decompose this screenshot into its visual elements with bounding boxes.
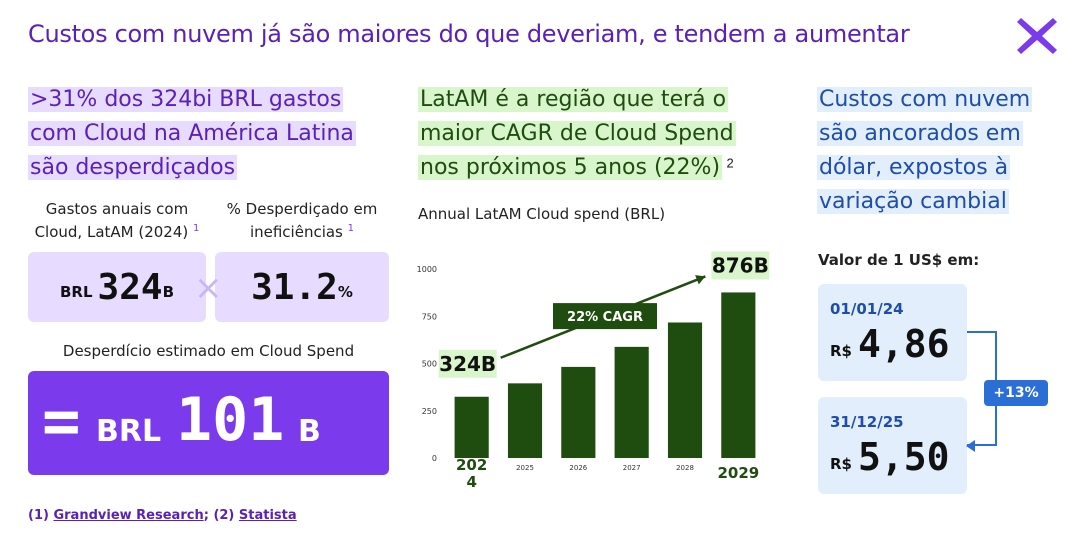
footnote: (1) Grandview Research; (2) Statista — [28, 508, 297, 523]
bar-2028 — [667, 322, 703, 458]
stat1-value: 324 — [97, 266, 163, 308]
fx-value-end: 5,50 — [858, 435, 950, 479]
waste-prefix: BRL — [96, 414, 162, 449]
waste-value: 101 — [176, 385, 285, 455]
chart-title: Annual LatAM Cloud spend (BRL) — [418, 205, 666, 223]
fx-change-badge: +13% — [984, 380, 1048, 406]
stat1-prefix: BRL — [59, 283, 93, 301]
waste-card: = BRL 101 B — [28, 371, 389, 475]
fx-card-end: 31/12/25 R$ 5,50 — [818, 397, 967, 494]
cagr-label-box — [553, 303, 657, 330]
x-logo-icon — [1017, 18, 1057, 54]
x-tick-label: 4 — [466, 473, 476, 491]
equals-sign: = — [42, 385, 81, 459]
start-value-label: 324B — [439, 352, 496, 376]
trend-arrow-icon — [695, 275, 706, 285]
stat1-label: Gastos anuais com Cloud, LatAM (2024) 1 — [34, 200, 200, 241]
bar-2027 — [614, 346, 649, 458]
fx-date-end: 31/12/25 — [830, 413, 904, 431]
y-tick-label: 250 — [422, 407, 437, 416]
cagr-label: 22% CAGR — [567, 310, 643, 325]
stat2-card: 31.2 % — [215, 252, 389, 322]
start-label-box — [438, 349, 497, 378]
col1-headline: >31% dos 324bi BRL gastos com Cloud na A… — [28, 87, 356, 180]
x-tick-label: 2029 — [717, 464, 759, 482]
bar-2026 — [561, 366, 596, 458]
stat1-ref: 1 — [193, 223, 200, 234]
x-tick-label: 2027 — [623, 464, 641, 472]
end-value-label: 876B — [712, 253, 769, 277]
y-tick-label: 500 — [422, 360, 437, 369]
y-tick-label: 0 — [432, 454, 437, 463]
fx-currency-start: R$ — [830, 342, 852, 360]
fx-label: Valor de 1 US$ em: — [818, 251, 980, 269]
stat1-unit: B — [162, 283, 174, 301]
stat1-card: BRL 324 B — [28, 252, 206, 322]
y-tick-label: 1000 — [417, 265, 437, 274]
multiply-icon: × — [194, 268, 223, 308]
stat2-label: % Desperdiçado em ineficiências 1 — [226, 200, 378, 241]
fx-arrow-icon — [966, 440, 975, 452]
x-tick-label: 202 — [456, 456, 487, 474]
source-link-grandview[interactable]: Grandview Research — [53, 508, 204, 523]
bar-2029 — [721, 292, 756, 458]
fx-currency-end: R$ — [830, 455, 852, 473]
end-label-box — [711, 251, 770, 280]
col2-ref: 2 — [726, 155, 734, 171]
fx-date-start: 01/01/24 — [830, 300, 904, 318]
stat2-value: 31.2 — [251, 266, 338, 308]
y-tick-label: 750 — [422, 312, 437, 321]
bar-2025 — [507, 383, 543, 458]
waste-unit: B — [298, 414, 321, 449]
x-tick-label: 2025 — [516, 464, 534, 472]
slide-title: Custos com nuvem já são maiores do que d… — [28, 20, 910, 48]
col3-headline: Custos com nuvem são ancorados em dólar,… — [817, 87, 1033, 214]
stat2-ref: 1 — [347, 223, 355, 234]
bar-2024 — [454, 396, 489, 458]
x-tick-label: 2026 — [569, 464, 587, 472]
fx-value-start: 4,86 — [858, 322, 950, 366]
x-tick-label: 2028 — [676, 464, 694, 472]
stat2-unit: % — [337, 283, 353, 301]
waste-label: Desperdício estimado em Cloud Spend — [62, 342, 355, 360]
source-link-statista[interactable]: Statista — [238, 508, 297, 523]
fx-card-start: 01/01/24 R$ 4,86 — [818, 284, 967, 381]
col2-headline: LatAM é a região que terá o maior CAGR d… — [418, 87, 736, 180]
